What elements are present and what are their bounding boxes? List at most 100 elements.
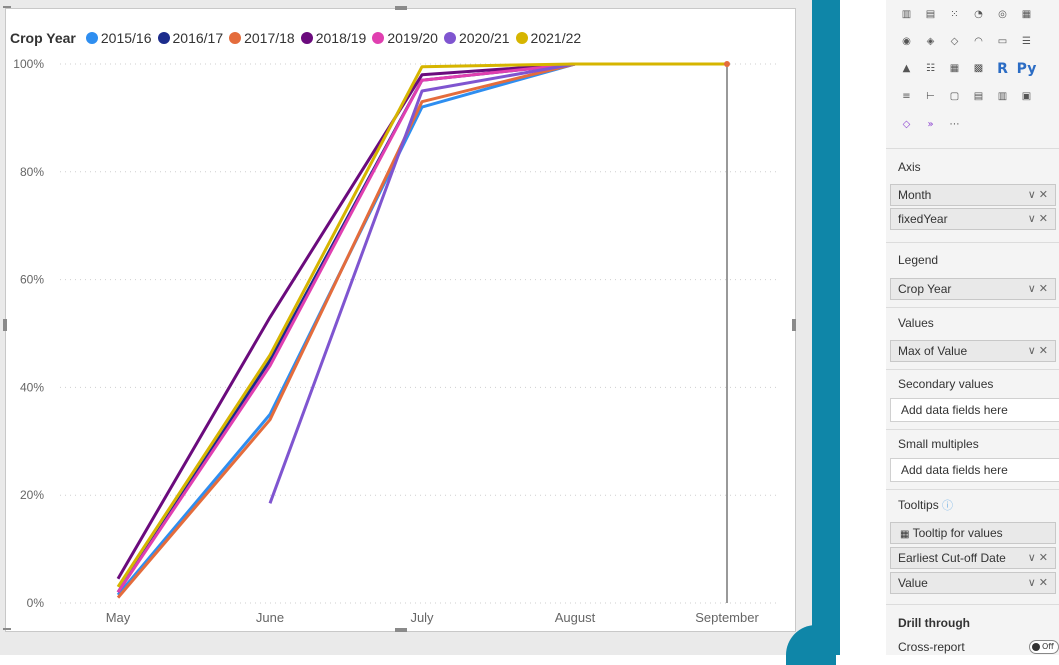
resize-handle-bottom[interactable] <box>395 628 407 632</box>
smart-narrative-icon[interactable]: ▤ <box>973 91 984 102</box>
table-icon[interactable]: ▦ <box>949 63 960 74</box>
tooltip-visual-icon: ▦ <box>900 529 910 540</box>
y-tick-label: 40% <box>20 380 44 394</box>
x-tick-label: September <box>695 610 759 625</box>
decomposition-tree-icon[interactable]: ⊢ <box>926 91 935 102</box>
resize-handle-top[interactable] <box>395 6 407 10</box>
fields-wells-panel <box>886 0 1059 655</box>
legend-item[interactable]: 2017/18 <box>229 30 295 46</box>
card-icon[interactable]: ▭ <box>997 36 1008 47</box>
values-label: Values <box>898 316 934 330</box>
highlight-point <box>724 61 730 67</box>
tooltip-field-cutoff-date[interactable]: Earliest Cut-off Date ∨✕ <box>890 547 1056 569</box>
y-tick-label: 60% <box>20 273 44 287</box>
resize-handle-bottom-left[interactable] <box>3 628 11 630</box>
legend-dot <box>515 32 528 44</box>
pane-divider <box>886 489 1059 490</box>
series-line-2021-22 <box>116 62 727 588</box>
resize-handle-left[interactable] <box>3 319 7 331</box>
line-chart[interactable]: 0% 20% 40% 60% 80% 100% May June July August Septe… <box>0 0 812 655</box>
kpi-icon[interactable]: ▲ <box>902 63 911 74</box>
cross-report-toggle[interactable]: Off <box>1029 640 1059 654</box>
more-options-icon[interactable]: ⋯ <box>949 119 960 130</box>
legend-item[interactable]: 2015/16 <box>85 30 152 46</box>
field-label: Earliest Cut-off Date <box>898 551 1006 565</box>
values-field-max[interactable]: Max of Value ∨✕ <box>890 340 1056 362</box>
series-line-2017-18 <box>116 62 727 599</box>
resize-handle-top-left[interactable] <box>3 6 11 8</box>
visual-icon-row: ▥ ▤ ⁙ ◔ ◎ ▦ <box>898 6 1042 23</box>
gauge-icon[interactable]: ◠ <box>974 36 983 47</box>
axis-field-fixedyear[interactable]: fixedYear ∨✕ <box>890 208 1056 230</box>
treemap-icon[interactable]: ▦ <box>1021 9 1032 20</box>
legend-item[interactable]: 2016/17 <box>157 30 224 46</box>
key-influencers-icon[interactable]: ≡ <box>902 91 911 102</box>
series-line-2020-21 <box>268 62 727 504</box>
info-icon[interactable]: ⓘ <box>942 500 954 512</box>
small-multiples-label: Small multiples <box>898 437 979 451</box>
field-controls[interactable]: ∨✕ <box>1027 283 1051 295</box>
series-line-2016-17 <box>116 62 727 594</box>
legend-label: 2017/18 <box>244 30 295 46</box>
axis-field-month[interactable]: Month ∨✕ <box>890 184 1056 206</box>
visual-icon-row: ◉ ◈ ◇ ◠ ▭ ☰ <box>898 33 1042 50</box>
series-line-2015-16 <box>116 62 727 596</box>
slicer-icon[interactable]: ☷ <box>926 63 935 74</box>
power-apps-icon[interactable]: ▣ <box>1021 91 1032 102</box>
cross-report-label: Cross-report <box>898 640 965 654</box>
legend-item[interactable]: 2019/20 <box>372 30 438 46</box>
shape-map-icon[interactable]: ◇ <box>950 36 959 47</box>
python-visual-icon[interactable]: Py <box>1016 60 1037 77</box>
filled-map-icon[interactable]: ◈ <box>926 36 935 47</box>
multirow-card-icon[interactable]: ☰ <box>1022 36 1031 47</box>
small-multiples-dropzone[interactable]: Add data fields here <box>890 458 1059 482</box>
waterfall-icon[interactable]: ▤ <box>925 9 936 20</box>
resize-handle-right[interactable] <box>792 319 796 331</box>
legend-item[interactable]: 2018/19 <box>300 30 366 46</box>
pane-divider <box>886 429 1059 430</box>
line-chart-visual[interactable] <box>5 8 796 632</box>
chart-legend: Crop Year 2015/16 2016/17 2017/18 2018/1… <box>10 28 587 48</box>
qa-icon[interactable]: ▢ <box>949 91 960 102</box>
x-tick-label: May <box>106 610 131 625</box>
legend-dot <box>372 32 385 44</box>
field-label: Max of Value <box>898 344 968 358</box>
canvas-border-strip <box>812 0 840 655</box>
r-visual-icon[interactable]: R <box>997 60 1008 77</box>
power-automate-icon[interactable]: ◇ <box>902 119 911 130</box>
legend-title: Crop Year <box>10 30 76 46</box>
more-visuals-icon[interactable]: » <box>927 119 934 130</box>
legend-label: 2021/22 <box>530 30 582 46</box>
secondary-values-dropzone[interactable]: Add data fields here <box>890 398 1059 422</box>
legend-field-crop-year[interactable]: Crop Year ∨✕ <box>890 278 1056 300</box>
stacked-column-icon[interactable]: ▥ <box>901 9 912 20</box>
scatter-icon[interactable]: ⁙ <box>950 9 959 20</box>
legend-item[interactable]: 2020/21 <box>443 30 510 46</box>
field-controls[interactable]: ∨✕ <box>1027 552 1051 564</box>
field-controls[interactable]: ∨✕ <box>1027 189 1051 201</box>
y-tick-label: 20% <box>20 488 44 502</box>
series-line-2019-20 <box>116 62 727 594</box>
pie-icon[interactable]: ◔ <box>974 9 983 20</box>
pane-divider <box>886 307 1059 308</box>
matrix-icon[interactable]: ▩ <box>973 63 984 74</box>
visual-icon-row: ▲ ☷ ▦ ▩ R Py <box>898 60 1042 77</box>
legend-item[interactable]: 2021/22 <box>515 30 582 46</box>
x-tick-label: June <box>256 610 284 625</box>
tooltips-label: Tooltips ⓘ <box>898 497 953 513</box>
field-label: Crop Year <box>898 282 952 296</box>
field-controls[interactable]: ∨✕ <box>1027 213 1051 225</box>
paginated-report-icon[interactable]: ▥ <box>997 91 1008 102</box>
map-icon[interactable]: ◉ <box>902 36 911 47</box>
donut-icon[interactable]: ◎ <box>998 9 1007 20</box>
field-controls[interactable]: ∨✕ <box>1027 577 1051 589</box>
legend-label: 2020/21 <box>458 30 510 46</box>
tooltip-field-value[interactable]: Value ∨✕ <box>890 572 1056 594</box>
visualizations-pane <box>840 0 1059 655</box>
legend-dot <box>157 32 170 44</box>
tooltip-for-values-field[interactable]: ▦ Tooltip for values <box>890 522 1056 544</box>
tooltips-label-text: Tooltips <box>898 498 939 512</box>
field-controls[interactable]: ∨✕ <box>1027 345 1051 357</box>
field-label: fixedYear <box>898 212 948 226</box>
legend-label: 2016/17 <box>172 30 224 46</box>
